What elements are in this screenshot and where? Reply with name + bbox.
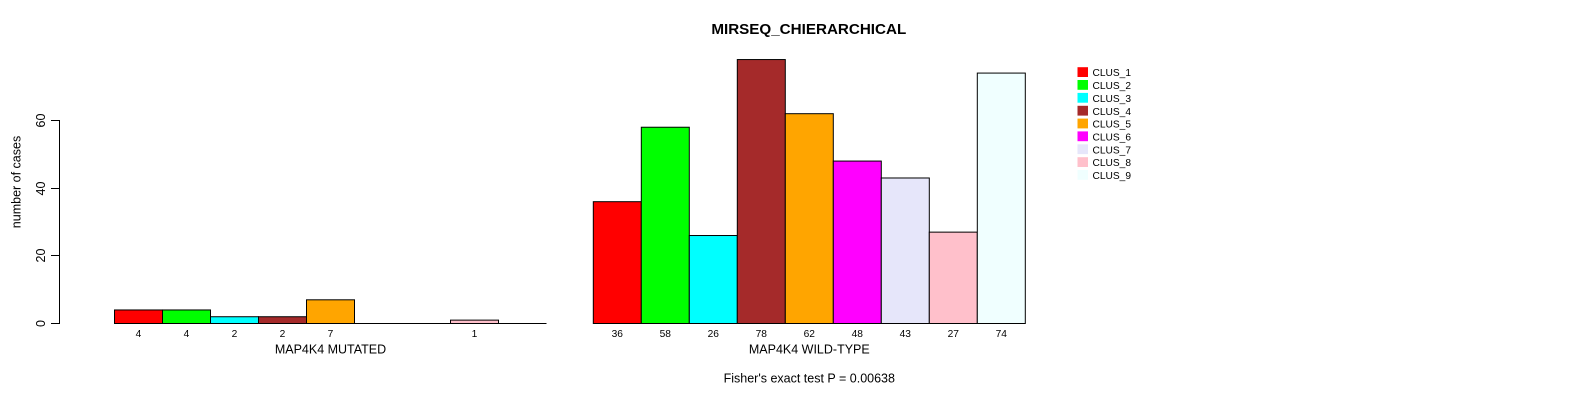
svg-text:CLUS_7: CLUS_7: [1093, 145, 1132, 156]
svg-text:Fisher's exact test P = 0.0063: Fisher's exact test P = 0.00638: [724, 372, 895, 386]
svg-text:7: 7: [328, 329, 334, 340]
svg-text:74: 74: [996, 329, 1008, 340]
svg-text:27: 27: [948, 329, 960, 340]
svg-text:0: 0: [34, 320, 48, 327]
svg-text:60: 60: [34, 114, 48, 128]
svg-text:36: 36: [612, 329, 624, 340]
svg-text:4: 4: [184, 329, 190, 340]
svg-text:MIRSEQ_CHIERARCHICAL: MIRSEQ_CHIERARCHICAL: [711, 21, 906, 38]
svg-text:CLUS_2: CLUS_2: [1093, 81, 1132, 92]
svg-text:62: 62: [804, 329, 816, 340]
svg-text:MAP4K4 WILD-TYPE: MAP4K4 WILD-TYPE: [749, 343, 870, 357]
svg-text:2: 2: [280, 329, 286, 340]
svg-text:26: 26: [708, 329, 720, 340]
svg-text:CLUS_6: CLUS_6: [1093, 132, 1132, 143]
svg-text:40: 40: [34, 182, 48, 196]
svg-text:48: 48: [852, 329, 864, 340]
svg-text:CLUS_4: CLUS_4: [1093, 107, 1132, 118]
svg-text:CLUS_9: CLUS_9: [1093, 171, 1132, 182]
svg-text:CLUS_3: CLUS_3: [1093, 94, 1132, 105]
svg-text:78: 78: [756, 329, 768, 340]
svg-text:4: 4: [136, 329, 142, 340]
svg-text:1: 1: [472, 329, 478, 340]
svg-text:20: 20: [34, 249, 48, 263]
svg-text:CLUS_1: CLUS_1: [1093, 68, 1132, 79]
svg-text:58: 58: [660, 329, 672, 340]
svg-text:CLUS_5: CLUS_5: [1093, 120, 1132, 131]
svg-text:CLUS_8: CLUS_8: [1093, 158, 1132, 169]
svg-text:MAP4K4 MUTATED: MAP4K4 MUTATED: [275, 343, 386, 357]
svg-text:43: 43: [900, 329, 912, 340]
svg-text:2: 2: [232, 329, 238, 340]
svg-text:number of cases: number of cases: [10, 136, 24, 228]
